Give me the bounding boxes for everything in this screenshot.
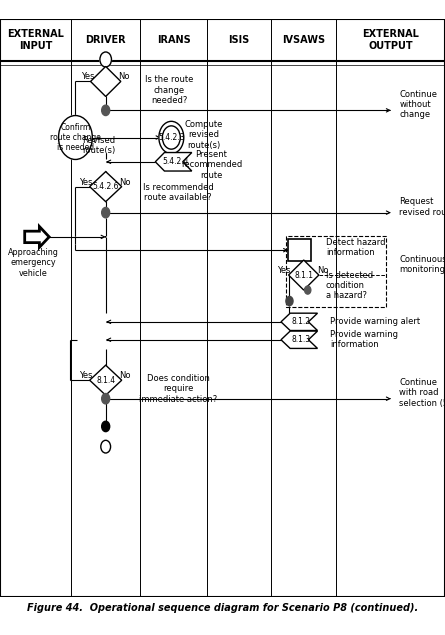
Text: DRIVER: DRIVER <box>85 35 126 45</box>
Text: 5.4.2.6: 5.4.2.6 <box>93 182 119 191</box>
Text: Yes: Yes <box>277 266 291 275</box>
Text: Does condition
require
immediate action?: Does condition require immediate action? <box>139 374 217 404</box>
Text: Continue
without
change: Continue without change <box>400 90 437 119</box>
Polygon shape <box>89 171 121 202</box>
Polygon shape <box>25 227 49 247</box>
Circle shape <box>59 116 93 159</box>
Text: IVSAWS: IVSAWS <box>282 35 325 45</box>
Polygon shape <box>288 260 319 290</box>
Text: ISIS: ISIS <box>229 35 250 45</box>
Circle shape <box>286 297 293 305</box>
Text: Provide warning
information: Provide warning information <box>330 330 398 349</box>
Text: Figure 44.  Operational sequence diagram for Scenario P8 (continued).: Figure 44. Operational sequence diagram … <box>27 603 418 613</box>
Text: Yes: Yes <box>79 371 93 380</box>
Circle shape <box>305 286 311 294</box>
Text: Request
revised route: Request revised route <box>400 197 445 217</box>
Circle shape <box>100 52 111 67</box>
Text: 5.4.2.4: 5.4.2.4 <box>162 157 189 166</box>
Text: Yes: Yes <box>81 72 95 81</box>
Text: EXTERNAL
OUTPUT: EXTERNAL OUTPUT <box>362 29 419 51</box>
Text: Continuous
monitoring: Continuous monitoring <box>400 255 445 274</box>
Polygon shape <box>281 331 318 349</box>
Circle shape <box>102 208 110 218</box>
Circle shape <box>101 440 111 453</box>
Polygon shape <box>91 67 121 97</box>
Bar <box>286 236 386 307</box>
Bar <box>288 239 311 261</box>
Text: No: No <box>119 178 130 187</box>
Text: No: No <box>118 72 129 81</box>
Circle shape <box>159 121 184 154</box>
Text: Is recommended
route available?: Is recommended route available? <box>143 183 213 202</box>
Text: 5.4.2.3: 5.4.2.3 <box>158 133 185 142</box>
Text: 8.1.3: 8.1.3 <box>292 335 311 344</box>
Text: Confirm
route change
is needed: Confirm route change is needed <box>50 123 101 152</box>
Polygon shape <box>89 365 121 395</box>
Text: Revised
route(s): Revised route(s) <box>82 136 116 156</box>
Circle shape <box>102 421 110 432</box>
Text: 8.1.2: 8.1.2 <box>292 318 311 326</box>
Text: Approaching
emergency
vehicle: Approaching emergency vehicle <box>8 248 59 277</box>
Text: Yes: Yes <box>79 178 93 187</box>
Text: Detect hazard
information: Detect hazard information <box>326 237 385 257</box>
Text: Is the route
change
needed?: Is the route change needed? <box>145 75 193 105</box>
Text: Is detected
condition
a hazard?: Is detected condition a hazard? <box>326 271 373 300</box>
Polygon shape <box>281 313 318 330</box>
Text: Provide warning alert: Provide warning alert <box>330 318 421 326</box>
Text: No: No <box>318 266 329 275</box>
Polygon shape <box>155 152 192 171</box>
Circle shape <box>102 105 110 116</box>
Text: 8.1.1: 8.1.1 <box>294 271 313 279</box>
Text: Compute
revised
route(s): Compute revised route(s) <box>185 120 223 149</box>
Text: No: No <box>119 371 130 380</box>
Text: 8.1.4: 8.1.4 <box>96 376 115 385</box>
Text: Present
recommended
route: Present recommended route <box>181 150 242 180</box>
Text: EXTERNAL
INPUT: EXTERNAL INPUT <box>7 29 64 51</box>
Text: IRANS: IRANS <box>157 35 190 45</box>
Circle shape <box>102 394 110 404</box>
Text: Continue
with road
selection (5.4): Continue with road selection (5.4) <box>400 378 445 408</box>
